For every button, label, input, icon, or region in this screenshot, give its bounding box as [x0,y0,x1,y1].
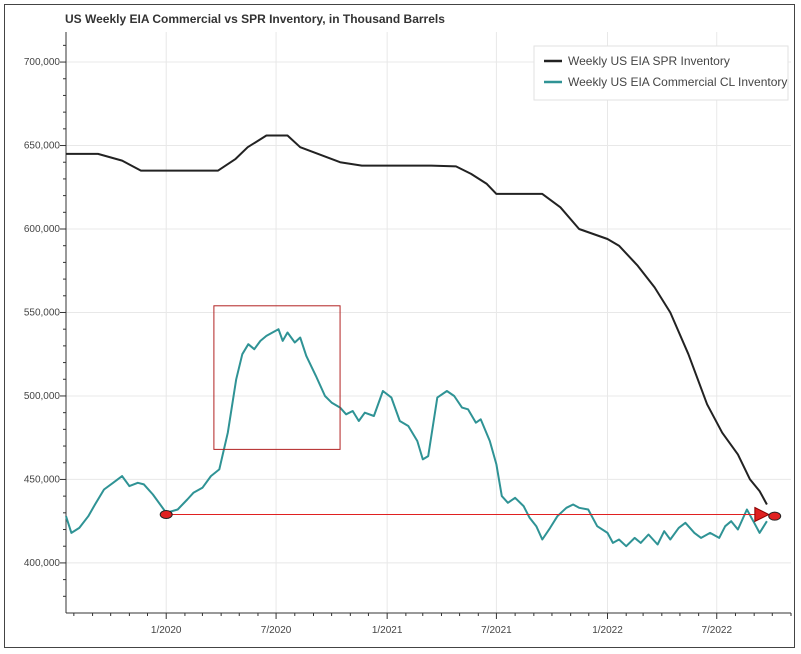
legend-label: Weekly US EIA Commercial CL Inventory [568,75,787,89]
y-tick-label: 450,000 [24,474,61,485]
axes: 400,000 450,000 500,000 550,000 600,000 650,0… [24,32,792,636]
legend: Weekly US EIA SPR Inventory Weekly US EIA… [533,45,789,101]
annotation-layer [159,305,782,523]
x-tick-label: 1/2022 [592,625,623,636]
x-tick-label: 7/2020 [261,625,292,636]
x-tick-label: 7/2022 [701,625,732,636]
commercial-inventory-line [65,328,768,548]
chart-title: US Weekly EIA Commercial vs SPR Inventor… [65,12,445,26]
y-tick-label: 650,000 [24,141,61,152]
spr-inventory-line [66,134,768,505]
legend-label: Weekly US EIA SPR Inventory [568,54,730,68]
y-tick-label: 400,000 [24,558,61,569]
red-marker [768,511,782,521]
x-tick-label: 1/2021 [372,625,403,636]
highlight-box [213,305,341,450]
arrow-head [754,506,770,523]
legend-box [533,45,789,101]
x-tick-label: 1/2020 [151,625,182,636]
y-tick-label: 600,000 [24,224,61,235]
x-tick-label: 7/2021 [481,625,512,636]
red-marker [159,509,173,519]
series-layer [65,134,768,548]
y-tick-label: 700,000 [24,57,61,68]
y-tick-label: 500,000 [24,391,61,402]
y-tick-label: 550,000 [24,307,61,318]
chart-frame [4,4,795,648]
